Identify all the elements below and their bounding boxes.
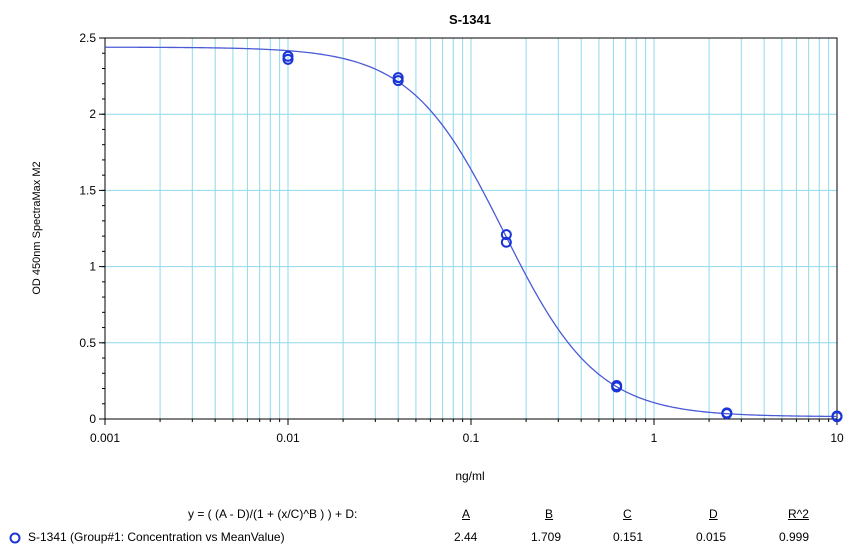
y-tick-label: 0 xyxy=(89,412,96,426)
y-tick-label: 2.5 xyxy=(79,31,96,45)
legend-value-c: 0.151 xyxy=(613,530,644,544)
legend-header-b: B xyxy=(545,507,554,521)
legend-value-a: 2.44 xyxy=(454,530,478,544)
grid xyxy=(105,38,837,419)
legend-header-d: D xyxy=(709,507,718,521)
data-point xyxy=(282,53,294,65)
x-tick-label: 1 xyxy=(651,431,658,445)
x-tick-label: 0.01 xyxy=(276,431,300,445)
data-point xyxy=(392,75,404,87)
x-tick-label: 10 xyxy=(830,431,844,445)
legend-header-c: C xyxy=(623,507,632,521)
y-tick-label: 2 xyxy=(89,107,96,121)
legend-series-row: S-1341 (Group#1: Concentration vs MeanVa… xyxy=(0,530,845,548)
legend-value-b: 1.709 xyxy=(531,530,562,544)
chart: S-1341 0 0.5 1 1.5 2 2.5 0.001 0.01 0.1 1 10 ng/ml… xyxy=(31,12,844,483)
data-point xyxy=(500,229,512,241)
legend-equation: y = ( (A - D)/(1 + (x/C)^B ) ) + D: xyxy=(188,507,358,521)
legend-value-r2: 0.999 xyxy=(779,530,810,544)
legend-marker xyxy=(9,532,21,544)
legend-header-row: y = ( (A - D)/(1 + (x/C)^B ) ) + D: A B … xyxy=(0,507,845,525)
data-points xyxy=(282,50,843,423)
x-tick-label: 0.1 xyxy=(463,431,480,445)
legend-series-label: S-1341 (Group#1: Concentration vs MeanVa… xyxy=(28,530,285,544)
y-tick-label: 1.5 xyxy=(79,183,96,197)
legend-value-d: 0.015 xyxy=(696,530,727,544)
legend-header-a: A xyxy=(462,507,471,521)
data-point xyxy=(721,408,733,420)
x-tick-label: 0.001 xyxy=(90,431,120,445)
fit-curve xyxy=(104,46,838,418)
axis-ticks: 0 0.5 1 1.5 2 2.5 0.001 0.01 0.1 1 10 xyxy=(79,31,844,445)
y-tick-label: 1 xyxy=(89,260,96,274)
y-tick-label: 0.5 xyxy=(79,336,96,350)
legend-header-r2: R^2 xyxy=(788,507,809,521)
data-point xyxy=(611,381,623,393)
data-point xyxy=(831,411,843,423)
x-axis-label: ng/ml xyxy=(455,469,484,483)
y-axis-label: OD 450nm SpectraMax M2 xyxy=(31,161,43,294)
data-point xyxy=(500,236,512,248)
chart-title: S-1341 xyxy=(449,12,491,27)
